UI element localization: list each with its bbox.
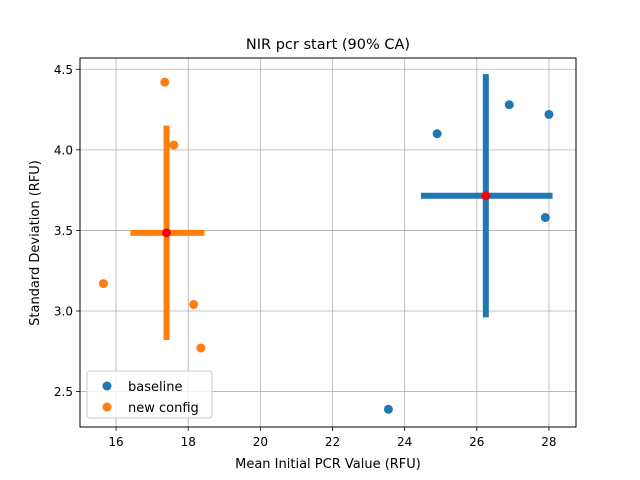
x-tick-label: 20 — [253, 435, 268, 449]
legend-marker-baseline — [102, 381, 112, 391]
y-tick-label: 4.5 — [54, 63, 73, 77]
data-point — [169, 140, 179, 150]
mean-markers — [162, 191, 491, 238]
data-points — [98, 77, 554, 414]
mean-marker — [162, 228, 172, 238]
chart-title: NIR pcr start (90% CA) — [246, 37, 410, 53]
legend-label-baseline: baseline — [128, 380, 182, 395]
legend: baseline new config — [86, 370, 213, 419]
y-tick-label: 4.0 — [54, 143, 73, 157]
data-point — [160, 77, 170, 87]
y-axis-ticks: 2.5 3.0 3.5 4.0 4.5 — [54, 63, 80, 399]
y-tick-label: 3.5 — [54, 224, 73, 238]
mean-marker — [481, 191, 491, 201]
data-point — [196, 343, 206, 353]
x-tick-label: 28 — [541, 435, 556, 449]
x-axis-label: Mean Initial PCR Value (RFU) — [235, 457, 421, 472]
x-axis-ticks: 16 18 20 22 24 26 28 — [108, 427, 557, 449]
data-point — [432, 129, 442, 139]
legend-marker-new-config — [102, 402, 112, 412]
data-point — [189, 300, 199, 310]
legend-box — [86, 370, 213, 419]
data-point — [544, 109, 554, 119]
x-tick-label: 18 — [181, 435, 196, 449]
data-point — [383, 404, 393, 414]
plot-frame — [79, 57, 577, 428]
x-tick-label: 24 — [397, 435, 412, 449]
y-axis-label: Standard Deviation (RFU) — [28, 160, 43, 326]
data-point — [98, 279, 108, 289]
x-tick-label: 16 — [108, 435, 123, 449]
x-tick-label: 22 — [325, 435, 340, 449]
data-point — [540, 213, 550, 223]
data-point — [504, 100, 514, 110]
y-tick-label: 3.0 — [54, 304, 73, 318]
legend-label-new-config: new config — [128, 401, 199, 416]
x-tick-label: 26 — [469, 435, 484, 449]
y-tick-label: 2.5 — [54, 385, 73, 399]
